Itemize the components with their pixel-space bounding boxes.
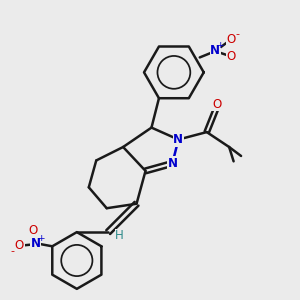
Text: O: O: [212, 98, 221, 111]
Text: O: O: [15, 239, 24, 252]
Text: +: +: [37, 234, 44, 243]
Text: O: O: [226, 50, 236, 63]
Text: N: N: [210, 44, 220, 57]
Text: O: O: [226, 33, 236, 46]
Text: N: N: [167, 157, 177, 170]
Text: H: H: [115, 229, 124, 242]
Text: +: +: [216, 41, 224, 50]
Text: -: -: [10, 246, 14, 256]
Text: -: -: [236, 29, 239, 39]
Text: O: O: [28, 224, 38, 237]
Text: N: N: [173, 133, 183, 146]
Text: N: N: [31, 237, 41, 250]
